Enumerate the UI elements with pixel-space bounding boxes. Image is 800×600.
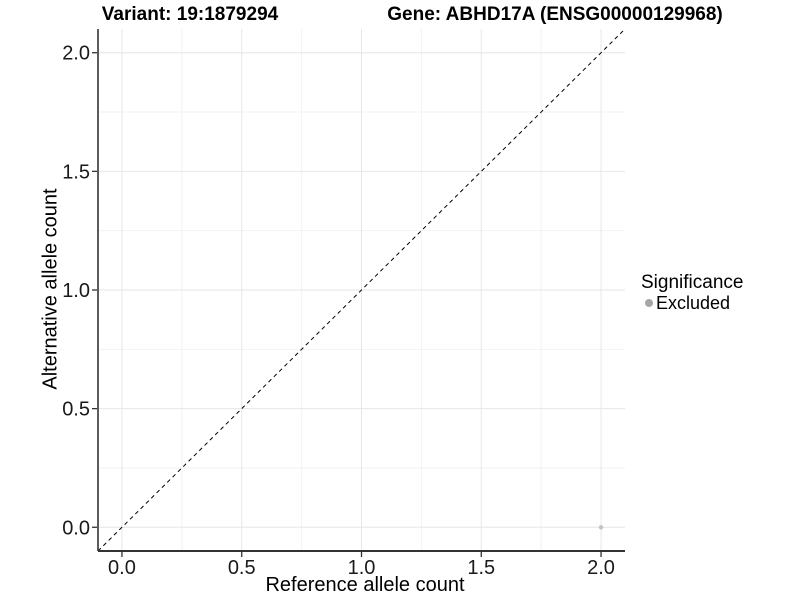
x-axis-title: Reference allele count [265,574,465,596]
legend-item-label: Excluded [656,293,731,313]
x-tick-label: 1.5 [467,557,495,579]
x-tick-label: 2.0 [587,557,615,579]
y-tick-label: 0.0 [62,517,90,539]
x-tick-label: 0.0 [108,557,136,579]
y-tick-label: 1.0 [62,280,90,302]
y-tick-label: 1.5 [62,161,90,183]
y-axis-title: Alternative allele count [39,188,62,390]
legend-item-excluded: Excluded [641,293,743,313]
legend-point-icon [645,299,653,307]
data-point [598,525,604,530]
y-tick-label: 0.5 [62,399,90,421]
x-tick-label: 1.0 [348,557,376,579]
gene-title: Gene: ABHD17A (ENSG00000129968) [387,4,723,25]
legend: Significance Excluded [641,272,743,313]
legend-title: Significance [641,272,744,293]
x-tick-label: 0.5 [228,557,256,579]
identity-line [97,28,626,552]
y-tick-label: 2.0 [62,43,90,65]
variant-title: Variant: 19:1879294 [101,4,279,25]
